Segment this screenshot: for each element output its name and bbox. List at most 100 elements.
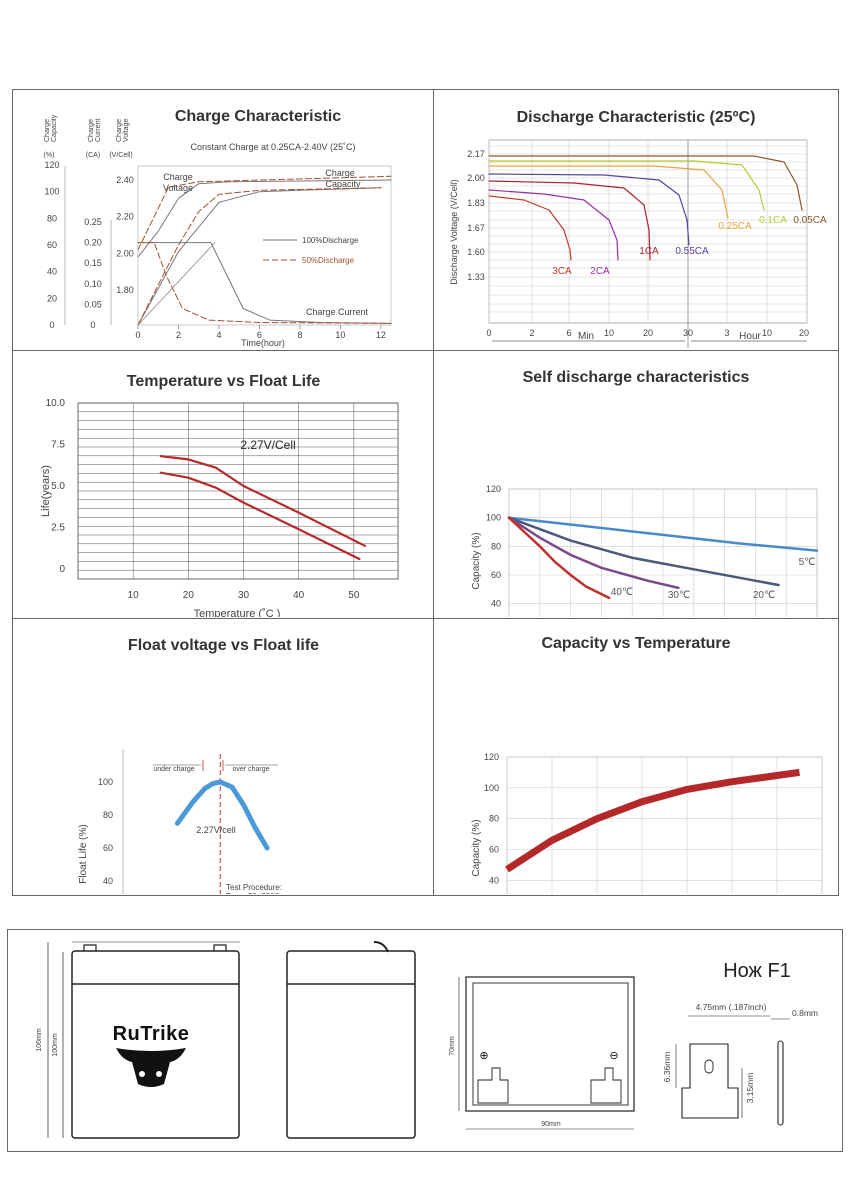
- y-tick-label: 100: [486, 513, 501, 523]
- procedure-line-1: Temp:20~25℃: [226, 892, 279, 894]
- x-tick-label: 30: [238, 590, 250, 601]
- capacity-tick: 80: [47, 213, 57, 223]
- axis-head-2-1: Voltage: [123, 119, 130, 142]
- y-axis-label: Capacity (%): [471, 819, 482, 876]
- x-tick-label: 50: [348, 590, 360, 601]
- capacity-tick: 20: [47, 293, 57, 303]
- unit-min: Min: [578, 331, 594, 342]
- x-axis-label: Time(hour): [241, 338, 285, 348]
- y-tick-label: 2.00: [467, 173, 485, 183]
- self-discharge-title: Self discharge characteristics: [522, 369, 750, 386]
- terminal-width-label: 4.75mm (.187inch): [696, 1002, 767, 1012]
- discharge-label-3CA: 3CA: [552, 266, 572, 277]
- discharge-curve-0.05CA: [488, 155, 803, 211]
- terminal-hole: [704, 1059, 714, 1074]
- y-tick-label: 100: [98, 777, 113, 787]
- charge-voltage-label-1: Charge: [163, 172, 193, 182]
- capacity-tick: 40: [47, 267, 57, 277]
- x-tick-hour: 3: [724, 328, 729, 338]
- axis-head-0-0: Charge: [44, 119, 51, 142]
- discharge-curve-1CA: [488, 180, 651, 261]
- y-tick-label: 40: [103, 876, 113, 886]
- discharge-curve-3CA: [488, 195, 572, 261]
- current-ramp-line: [137, 242, 216, 326]
- self-discharge-line-1: [507, 516, 780, 587]
- y-tick-label: 80: [489, 814, 499, 824]
- voltage-100-line: [137, 179, 392, 258]
- y-axis-label: Float Life (%): [78, 824, 89, 883]
- terminal-front: [681, 1043, 739, 1119]
- annotation: 2.27V/Cell: [240, 438, 295, 452]
- over-charge-label: over charge: [233, 766, 270, 773]
- axis-head-unit-0: (%): [44, 152, 55, 159]
- float-life-curve: [174, 779, 270, 851]
- capacity-temperature-chart: 120100806040200-20-1001020304050Temperat…: [471, 752, 823, 894]
- top-inner: [472, 982, 629, 1106]
- axis-head-0-1: Capacity: [51, 114, 58, 142]
- capacity-50-line: [137, 187, 382, 326]
- discharge-label-0.05CA: 0.05CA: [793, 215, 827, 226]
- y-tick-label: 0: [59, 564, 65, 575]
- y-tick-label: 60: [103, 843, 113, 853]
- dimension-drawings: 106mm 100mm RuTrike ⊕ ⊖ 70mm 90mm Нож F1 4.75mm …: [7, 929, 843, 1152]
- self-discharge-chart: 12010080604020002468101214161820Storage …: [471, 484, 819, 617]
- terminal-thick-label: 0.8mm: [792, 1008, 818, 1018]
- x-tick-label: 6: [257, 330, 262, 340]
- temperature-float-life-panel: Temperature vs Float Life 10.0 7.5 5.0 2.5 0…: [12, 350, 435, 620]
- charge-title: Charge Characteristic: [174, 108, 342, 125]
- side-terminal: [373, 941, 389, 953]
- terminal-h2-label: 3.15mm: [745, 1073, 755, 1104]
- y-tick-label: 10.0: [46, 398, 66, 409]
- unit-hour: Hour: [739, 331, 761, 342]
- x-tick-label: 0: [135, 330, 140, 340]
- legend-100-label: 100%Discharge: [302, 236, 359, 245]
- y-tick-label: 2.5: [51, 523, 65, 534]
- voltage-50-line: [137, 175, 392, 251]
- y-tick-label: 120: [486, 484, 501, 494]
- bull-nostril-left: [139, 1071, 145, 1077]
- capacity-temperature-panel: Capacity vs Temperature 120100806040200-…: [433, 618, 839, 896]
- discharge-label-0.25CA: 0.25CA: [718, 221, 752, 232]
- x-tick-hour: 10: [762, 328, 772, 338]
- current-tick: 0.25: [84, 217, 102, 227]
- side-body: [286, 950, 416, 1139]
- terminal-h1-label: 6.36mm: [662, 1052, 672, 1083]
- front-body: [71, 950, 240, 1139]
- x-tick-label: 4: [216, 330, 221, 340]
- y-tick-label: 1.83: [467, 198, 485, 208]
- x-tick-label: 2: [176, 330, 181, 340]
- y-tick-label: 1.60: [467, 247, 485, 257]
- current-tick: 0.05: [84, 299, 102, 309]
- under-charge-label: under charge: [153, 766, 194, 773]
- voltage-tick: 2.40: [116, 175, 134, 185]
- y-tick-label: 60: [489, 845, 499, 855]
- discharge-chart: 2.17 2.00 1.83 1.67 1.60 1.33 0 2 6 10 20 30 3 10 20 Mi…: [449, 139, 827, 348]
- charge-current-label: Charge Current: [306, 307, 369, 317]
- float-life-line-0: [159, 454, 366, 547]
- self-discharge-label-3: 40℃: [611, 587, 633, 598]
- axis-head-2-0: Charge: [116, 119, 123, 142]
- capacity-curve: [505, 768, 800, 873]
- y-tick-label: 80: [103, 810, 113, 820]
- discharge-label-0.1CA: 0.1CA: [759, 215, 787, 226]
- brand-logo: RuTrike: [113, 1023, 190, 1045]
- self-discharge-line-0: [507, 516, 819, 552]
- current-tick: 0: [90, 320, 95, 330]
- x-tick-label: 40: [293, 590, 305, 601]
- procedure-line-0: Test Procedure:: [226, 883, 282, 892]
- x-axis-label: Temperature (˚C ): [194, 608, 281, 617]
- capacity-100-line: [137, 187, 382, 326]
- capacity-tick: 100: [44, 187, 59, 197]
- self-discharge-label-1: 20℃: [753, 590, 775, 601]
- charge-subtitle: Constant Charge at 0.25CA-2.40V (25˚C): [190, 142, 355, 152]
- y-tick-label: 5.0: [51, 481, 65, 492]
- plot-frame: [137, 165, 392, 326]
- y-tick-label: 1.67: [467, 223, 485, 233]
- x-tick-label: 10: [128, 590, 140, 601]
- float-voltage-title: Float voltage vs Float life: [127, 637, 320, 654]
- x-tick-label: 12: [376, 330, 386, 340]
- charge-capacity-label-1: Charge: [325, 168, 355, 178]
- dimension-drawing: 106mm 100mm RuTrike ⊕ ⊖ 70mm 90mm Нож F1 4.75mm …: [36, 941, 818, 1139]
- current-tick: 0.20: [84, 238, 102, 248]
- float-life-chart: 10.0 7.5 5.0 2.5 0 10 20 30 40 50 Temperature (˚C …: [40, 398, 399, 617]
